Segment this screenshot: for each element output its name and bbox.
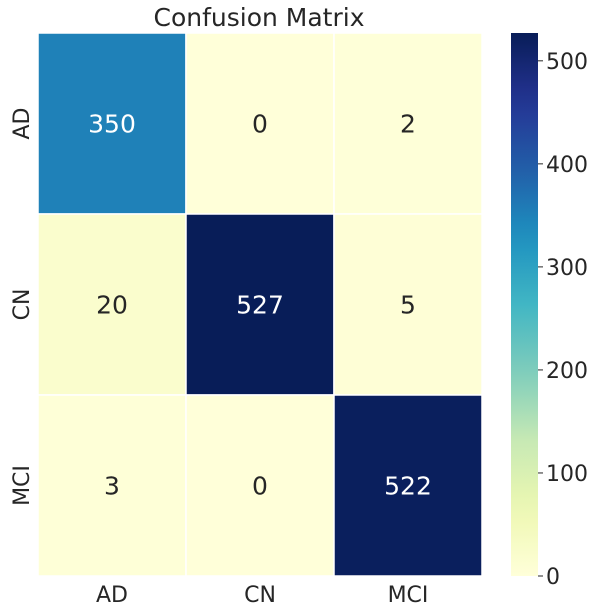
heatmap-cell-ad-mci xyxy=(333,32,483,215)
chart-title: Confusion Matrix xyxy=(153,3,364,32)
heatmap-annotations: 350 0 2 20 527 5 3 0 522 xyxy=(88,110,432,501)
cell-value-label: 522 xyxy=(384,472,432,501)
colorbar-tick-label: 0 xyxy=(546,565,560,590)
heatmap-cell-cn-cn xyxy=(185,213,335,396)
cell-value-label: 527 xyxy=(236,291,284,320)
heatmap-cells xyxy=(37,32,483,577)
cell-value-label: 20 xyxy=(96,291,128,320)
heatmap-cell-mci-cn xyxy=(185,394,335,577)
y-axis-tick-labels: AD CN MCI xyxy=(10,108,35,506)
colorbar-tick-label: 400 xyxy=(546,153,588,178)
colorbar-tick-label: 300 xyxy=(546,256,588,281)
cell-value-label: 350 xyxy=(88,110,136,139)
cell-value-label: 0 xyxy=(252,110,268,139)
cell-value-label: 0 xyxy=(252,472,268,501)
heatmap-cell-mci-ad xyxy=(37,394,187,577)
x-axis-tick-labels: AD CN MCI xyxy=(96,583,428,608)
heatmap-cell-ad-cn xyxy=(185,32,335,215)
heatmap-cell-cn-mci xyxy=(333,213,483,396)
colorbar-gradient xyxy=(511,33,538,576)
y-tick-label: MCI xyxy=(10,465,35,506)
cell-value-label: 5 xyxy=(400,291,416,320)
cell-value-label: 3 xyxy=(104,472,120,501)
colorbar-tick-label: 200 xyxy=(546,359,588,384)
colorbar-tick-label: 500 xyxy=(546,50,588,75)
cell-value-label: 2 xyxy=(400,110,416,139)
x-tick-label: MCI xyxy=(388,583,429,608)
heatmap-cell-mci-mci xyxy=(333,394,483,577)
heatmap-cell-ad-ad xyxy=(37,32,187,215)
y-tick-label: CN xyxy=(10,289,35,321)
y-tick-label: AD xyxy=(10,108,35,140)
heatmap-cell-cn-ad xyxy=(37,213,187,396)
x-tick-label: AD xyxy=(96,583,128,608)
x-tick-label: CN xyxy=(244,583,276,608)
colorbar-tick-label: 100 xyxy=(546,462,588,487)
colorbar: 0 100 200 300 400 500 xyxy=(511,33,588,590)
